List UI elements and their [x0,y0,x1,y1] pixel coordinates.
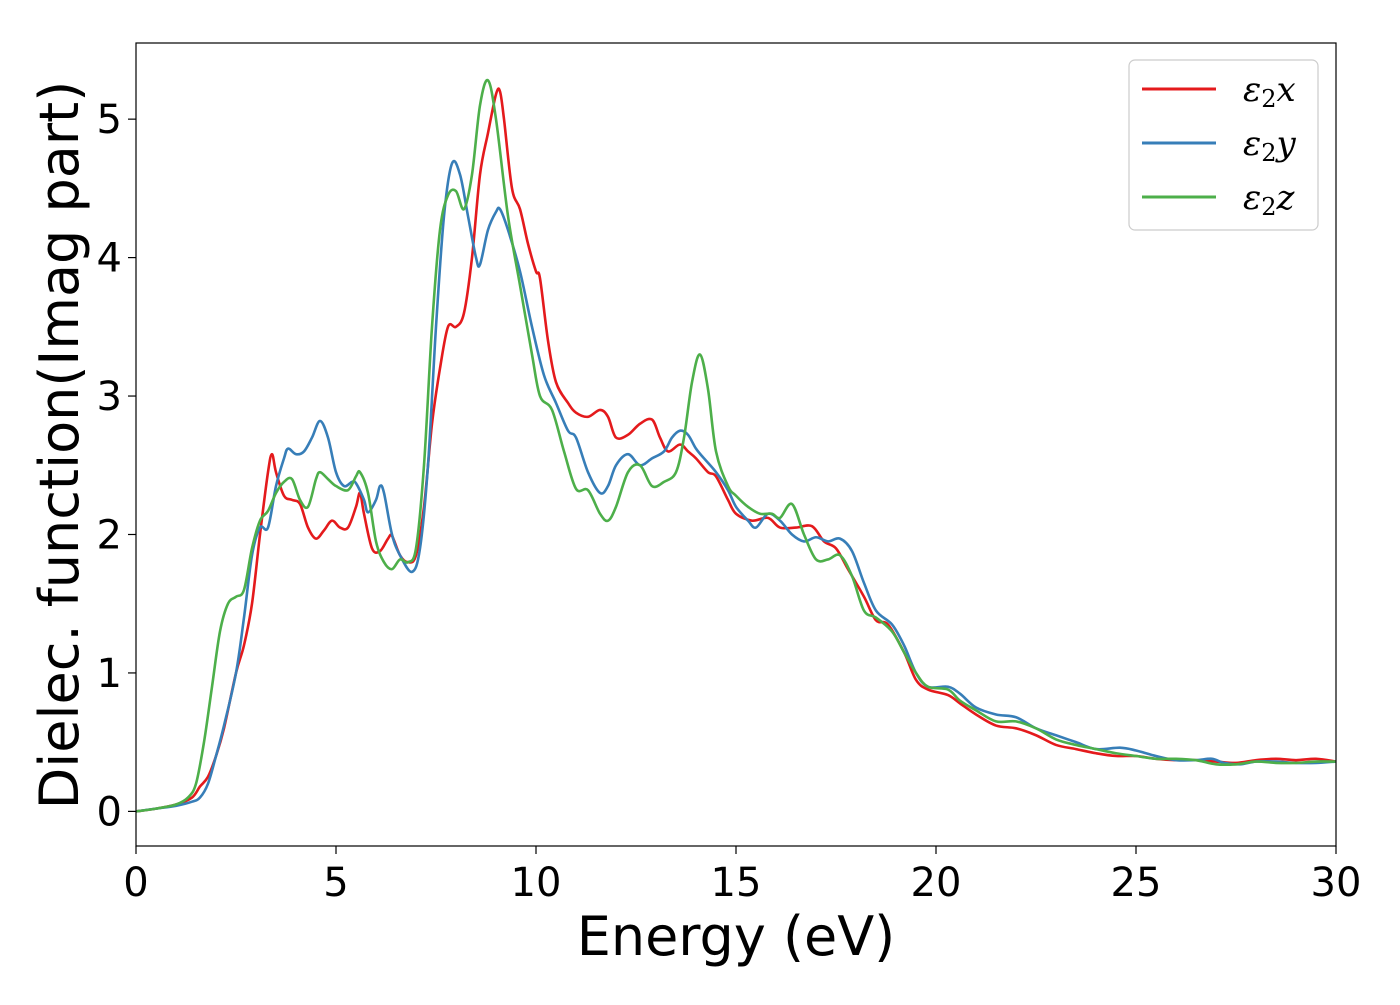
y-tick-label: 3 [97,374,122,420]
y-tick-label: 1 [97,651,122,697]
y-tick-label: 0 [97,789,122,835]
x-axis: 0 5 10 15 20 25 30 [123,846,1361,906]
x-tick-label: 20 [911,860,962,906]
legend-label-z: ε2z [1243,178,1296,221]
series-line-x [136,87,1336,813]
series-layer [136,78,1336,813]
y-axis: 0 1 2 3 4 5 [97,97,136,835]
x-axis-title: Energy (eV) [577,905,896,968]
legend-box [1128,59,1319,231]
x-tick-label: 5 [323,860,348,906]
legend-label-x: ε2x [1243,70,1296,113]
legend-label-y: ε2y [1243,124,1297,167]
series-line-z [136,78,1336,813]
y-tick-label: 2 [97,512,122,558]
x-tick-label: 0 [123,860,148,906]
x-tick-label: 10 [511,860,562,906]
y-tick-label: 5 [97,97,122,143]
x-tick-label: 30 [1311,860,1362,906]
y-axis-title: Dielec. function(Imag part) [28,81,91,810]
series-line-y [136,159,1336,813]
legend: ε2x ε2y ε2z [1128,59,1319,231]
x-tick-label: 25 [1111,860,1162,906]
y-tick-label: 4 [97,236,122,282]
x-tick-label: 15 [711,860,762,906]
